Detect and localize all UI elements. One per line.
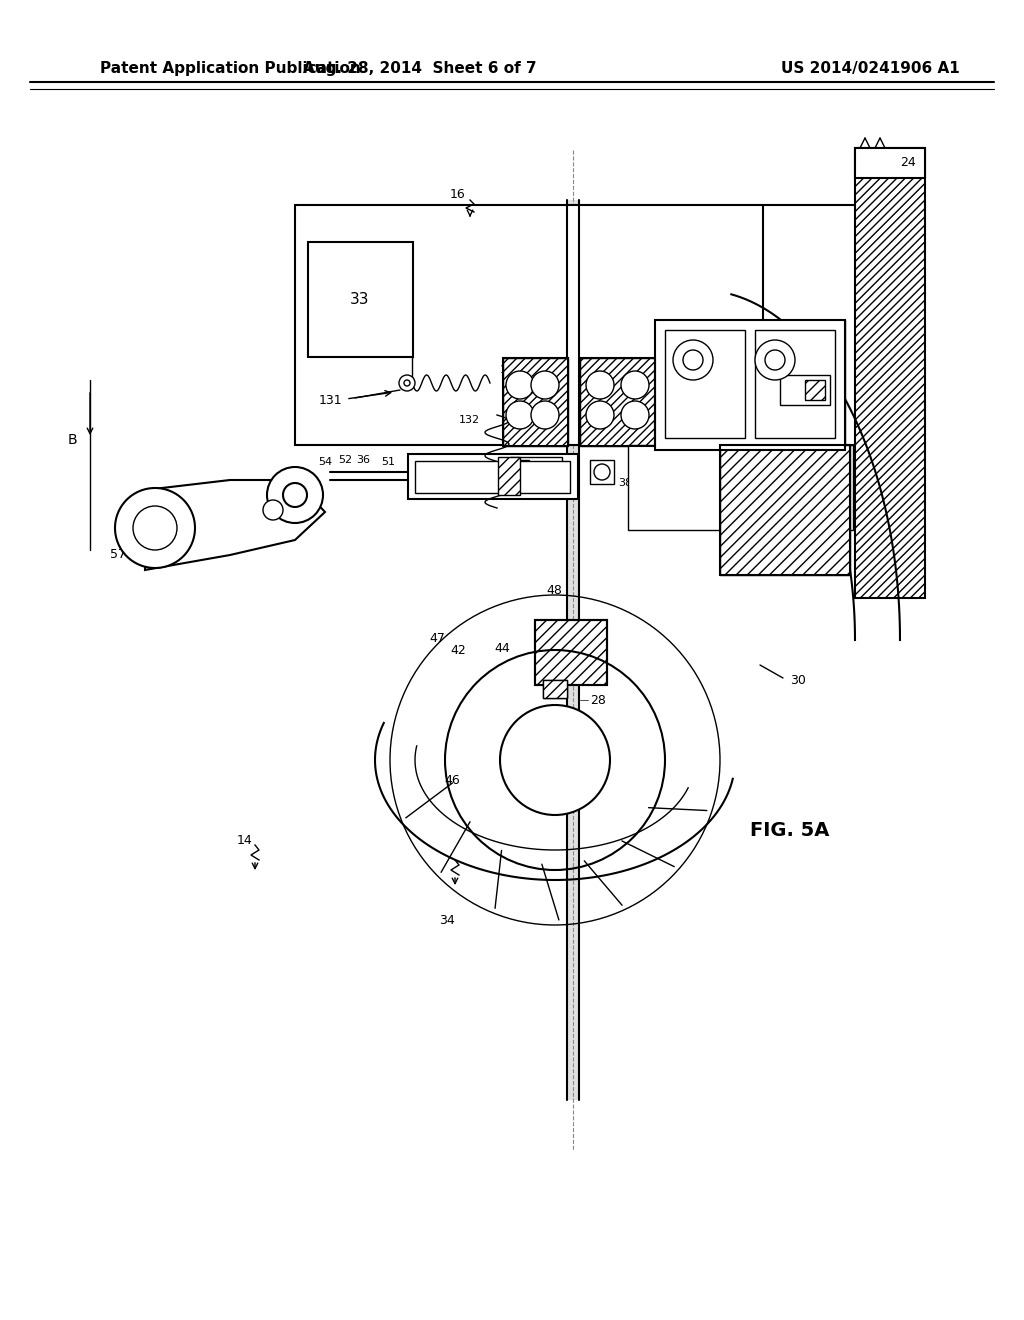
Circle shape — [133, 506, 177, 550]
Text: 30: 30 — [790, 673, 806, 686]
Text: 48: 48 — [546, 583, 562, 597]
Circle shape — [586, 371, 614, 399]
Bar — [720, 445, 850, 576]
Circle shape — [673, 341, 713, 380]
Circle shape — [531, 401, 559, 429]
Bar — [628, 445, 853, 531]
Text: 14: 14 — [238, 833, 253, 846]
Bar — [308, 242, 413, 356]
Bar — [655, 319, 845, 450]
Bar — [855, 148, 925, 178]
Text: 34: 34 — [439, 913, 455, 927]
Text: 131: 131 — [318, 393, 342, 407]
Text: 52: 52 — [338, 455, 352, 465]
Bar — [580, 358, 655, 446]
Text: 54: 54 — [317, 457, 332, 467]
Bar — [408, 454, 578, 499]
Bar — [720, 445, 850, 576]
Bar — [805, 380, 825, 400]
Text: B: B — [68, 433, 77, 447]
Text: 57: 57 — [110, 549, 126, 561]
Text: FM: FM — [652, 473, 668, 483]
Circle shape — [283, 483, 307, 507]
Text: Aug. 28, 2014  Sheet 6 of 7: Aug. 28, 2014 Sheet 6 of 7 — [303, 61, 537, 75]
Bar — [590, 459, 614, 484]
Bar — [755, 330, 835, 438]
Bar — [498, 457, 520, 495]
Text: 132: 132 — [459, 414, 480, 425]
Circle shape — [263, 500, 283, 520]
Circle shape — [586, 401, 614, 429]
Text: 16: 16 — [451, 189, 466, 202]
Text: 142: 142 — [500, 366, 521, 375]
Circle shape — [506, 371, 534, 399]
Text: 134: 134 — [678, 473, 699, 483]
Bar — [415, 461, 570, 492]
Bar — [295, 205, 763, 445]
Text: 42: 42 — [451, 644, 466, 656]
Text: 55: 55 — [262, 510, 278, 523]
Text: 46: 46 — [444, 774, 460, 787]
Circle shape — [115, 488, 195, 568]
Bar — [535, 620, 607, 685]
Bar — [543, 680, 567, 698]
Text: 47: 47 — [429, 631, 445, 644]
Circle shape — [765, 350, 785, 370]
Bar — [580, 358, 655, 446]
Bar — [780, 375, 830, 405]
Text: FIG. 5A: FIG. 5A — [751, 821, 829, 840]
Bar — [665, 330, 745, 438]
Text: 38: 38 — [617, 478, 632, 488]
Text: 51: 51 — [381, 457, 395, 467]
Text: 28: 28 — [590, 693, 606, 706]
Circle shape — [531, 371, 559, 399]
Text: 138: 138 — [470, 467, 488, 477]
Circle shape — [683, 350, 703, 370]
Text: 136: 136 — [678, 488, 699, 498]
Bar — [510, 457, 562, 488]
Circle shape — [621, 371, 649, 399]
Text: 45: 45 — [535, 762, 550, 775]
Text: 24: 24 — [900, 156, 915, 169]
Text: 44: 44 — [495, 642, 510, 655]
Circle shape — [500, 705, 610, 814]
Text: 133: 133 — [470, 480, 488, 491]
Circle shape — [755, 341, 795, 380]
Circle shape — [594, 465, 610, 480]
Circle shape — [621, 401, 649, 429]
Text: 33: 33 — [350, 293, 370, 308]
Bar — [543, 680, 567, 698]
Circle shape — [404, 380, 410, 385]
Bar — [855, 148, 925, 598]
Circle shape — [506, 401, 534, 429]
Bar — [513, 459, 529, 486]
Text: N: N — [735, 466, 744, 479]
Polygon shape — [145, 480, 325, 570]
Text: 129: 129 — [760, 466, 783, 479]
Circle shape — [267, 467, 323, 523]
Bar — [567, 201, 579, 1100]
Bar — [655, 319, 845, 450]
Bar — [503, 358, 568, 446]
Text: FM: FM — [652, 488, 668, 498]
Bar — [535, 620, 607, 685]
Text: 36: 36 — [356, 455, 370, 465]
Circle shape — [399, 375, 415, 391]
Text: Patent Application Publication: Patent Application Publication — [100, 61, 360, 75]
Text: US 2014/0241906 A1: US 2014/0241906 A1 — [780, 61, 959, 75]
Bar — [503, 358, 568, 446]
Text: 140: 140 — [513, 470, 535, 480]
Text: 25: 25 — [700, 393, 716, 407]
